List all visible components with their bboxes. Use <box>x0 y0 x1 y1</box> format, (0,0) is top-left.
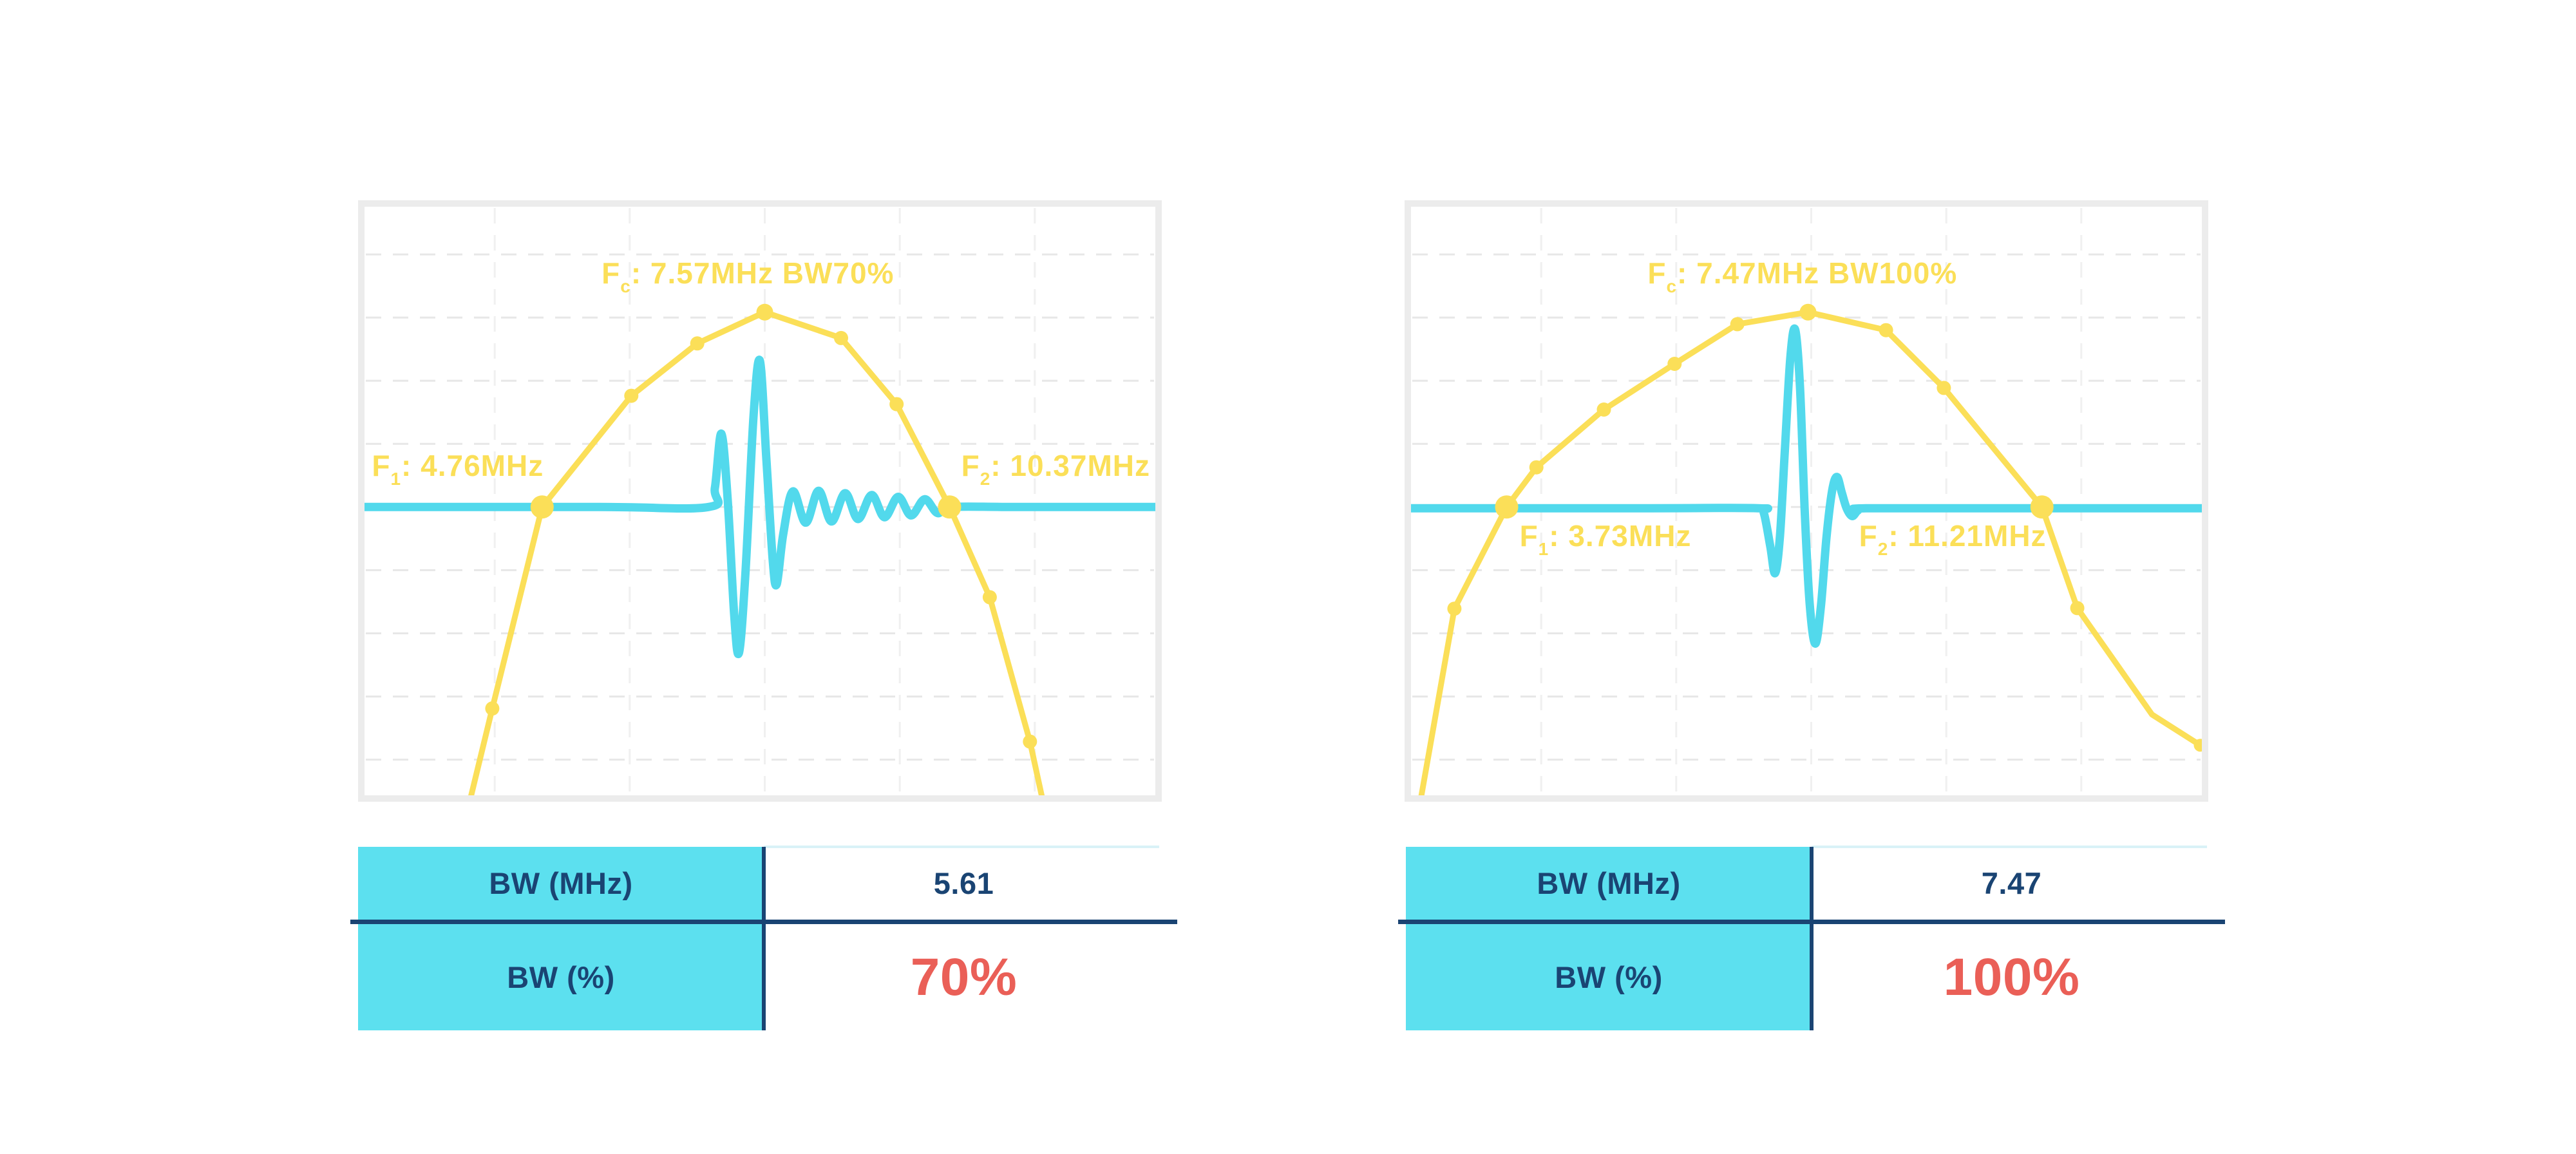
spectrum-chart-left: Fc: 7.57MHz BW70% F1: 4.76MHz F2: 10.37MHz <box>358 200 1162 802</box>
data-point-marker <box>530 495 554 519</box>
data-point-marker <box>889 397 904 411</box>
f1-annotation: F1: 3.73MHz <box>1520 519 1692 559</box>
bw-pct-value: 100% <box>1943 947 2080 1007</box>
data-point-marker <box>1667 357 1682 371</box>
fc-annotation: Fc: 7.57MHz BW70% <box>601 256 894 296</box>
data-point-marker <box>1447 601 1462 616</box>
table-top-accent-line <box>764 846 1159 848</box>
f2-annotation: F2: 11.21MHz <box>1859 519 2047 559</box>
data-point-marker <box>690 336 705 351</box>
row-divider-line <box>1398 920 2225 924</box>
bw-pct-value: 70% <box>910 947 1018 1007</box>
data-point-marker <box>938 495 961 519</box>
f1-annotation: F1: 4.76MHz <box>372 449 544 489</box>
data-point-marker <box>1596 402 1611 417</box>
data-point-marker <box>1529 460 1544 475</box>
chart-svg-right: Fc: 7.47MHz BW100% F1: 3.73MHz F2: 11.21MH… <box>1405 200 2208 802</box>
chart-frame <box>1405 200 2208 802</box>
f2-annotation: F2: 10.37MHz <box>961 449 1150 489</box>
pulse-line <box>365 355 1155 659</box>
bw-table-right: BW (MHz) BW (%) 7.47 100% <box>1398 846 2225 1030</box>
chart-svg-left: Fc: 7.57MHz BW70% F1: 4.76MHz F2: 10.37MHz <box>358 200 1162 802</box>
data-point-marker <box>1730 317 1745 332</box>
table-top-accent-line <box>1812 846 2207 848</box>
row-divider-line <box>350 920 1177 924</box>
spectrum-chart-right: Fc: 7.47MHz BW100% F1: 3.73MHz F2: 11.21MH… <box>1405 200 2208 802</box>
table-header-column-bg <box>358 847 764 1030</box>
data-point-marker <box>834 330 848 345</box>
bw-table-left: BW (MHz) BW (%) 5.61 70% <box>350 846 1177 1030</box>
plot-area <box>1411 208 2202 795</box>
data-point-marker <box>2070 601 2085 616</box>
table-header-column-bg <box>1406 847 1812 1030</box>
data-point-marker <box>1799 303 1817 321</box>
data-point-marker <box>756 303 773 321</box>
data-point-marker <box>2193 739 2202 752</box>
chart-frame <box>358 200 1162 802</box>
data-point-marker <box>624 388 639 403</box>
fc-annotation: Fc: 7.47MHz BW100% <box>1647 256 1957 296</box>
bw-mhz-label: BW (MHz) <box>1537 866 1681 900</box>
bw-mhz-label: BW (MHz) <box>489 866 633 900</box>
bw-mhz-value: 5.61 <box>933 866 994 900</box>
column-divider-line <box>762 847 766 1030</box>
spectrum-line <box>468 309 1045 795</box>
bw-pct-label: BW (%) <box>1555 960 1663 994</box>
bw-mhz-value: 7.47 <box>1981 866 2042 900</box>
plot-area <box>365 208 1155 795</box>
data-point-marker <box>982 590 997 605</box>
data-point-marker <box>1937 381 1951 395</box>
data-point-marker <box>1495 495 1519 519</box>
pulse-line <box>1411 324 2202 648</box>
data-point-marker <box>485 701 500 716</box>
data-point-marker <box>1023 734 1037 749</box>
data-point-marker <box>2030 495 2054 519</box>
column-divider-line <box>1810 847 1814 1030</box>
data-point-marker <box>1879 323 1893 337</box>
bw-pct-label: BW (%) <box>507 960 615 994</box>
